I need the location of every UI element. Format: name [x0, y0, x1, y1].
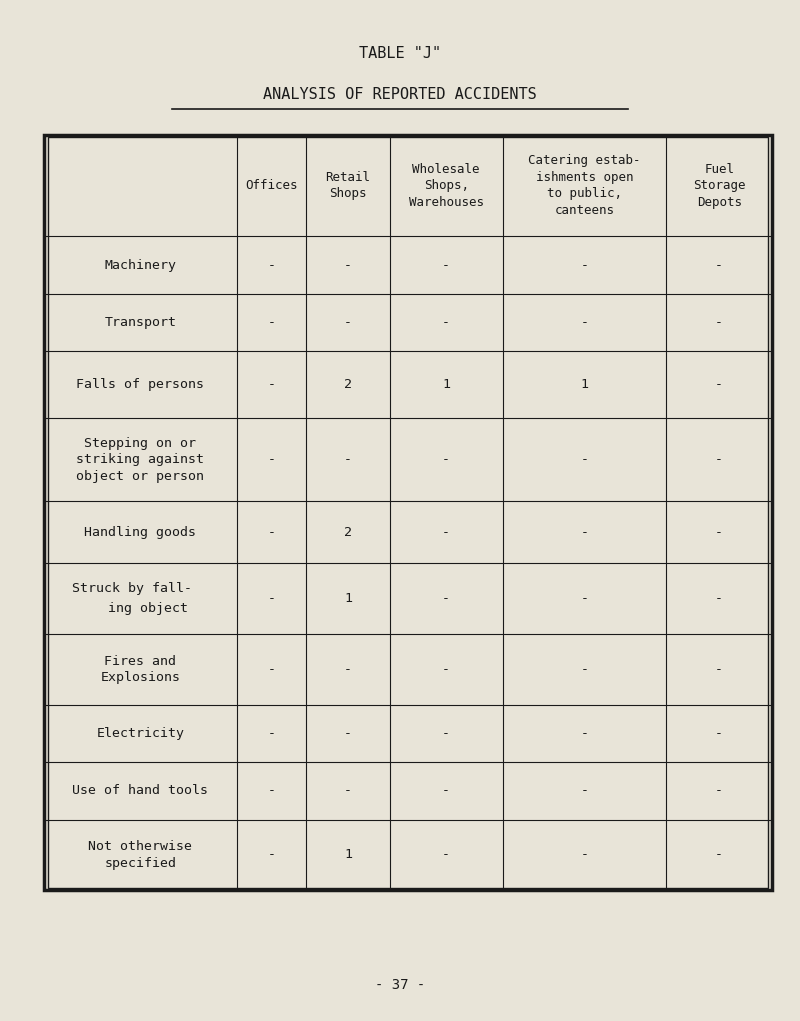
Text: -: - [581, 592, 589, 605]
Text: -: - [581, 258, 589, 272]
Text: 1: 1 [344, 592, 352, 605]
Text: -: - [267, 663, 275, 676]
Text: -: - [581, 784, 589, 797]
Text: -: - [267, 592, 275, 605]
Text: Transport: Transport [105, 317, 177, 329]
Text: -: - [581, 317, 589, 329]
Text: -: - [442, 453, 450, 466]
Text: -: - [442, 592, 450, 605]
Text: -: - [344, 258, 352, 272]
Text: Handling goods: Handling goods [85, 526, 197, 539]
Text: -: - [715, 378, 723, 391]
Text: -: - [267, 526, 275, 539]
Text: - 37 -: - 37 - [375, 978, 425, 992]
Text: -: - [715, 592, 723, 605]
Text: -: - [267, 378, 275, 391]
Text: Electricity: Electricity [97, 727, 185, 740]
Text: -: - [715, 258, 723, 272]
Text: -: - [344, 663, 352, 676]
Text: 1: 1 [344, 848, 352, 862]
Text: -: - [581, 848, 589, 862]
Text: 1: 1 [581, 378, 589, 391]
Text: -: - [581, 453, 589, 466]
Text: 2: 2 [344, 378, 352, 391]
Text: -: - [344, 727, 352, 740]
Text: -: - [715, 848, 723, 862]
Text: -: - [267, 258, 275, 272]
Text: Fuel
Storage
Depots: Fuel Storage Depots [693, 162, 746, 208]
Text: -: - [581, 526, 589, 539]
Text: Stepping on or
striking against
object or person: Stepping on or striking against object o… [77, 437, 205, 483]
Text: TABLE "J": TABLE "J" [359, 46, 441, 61]
Text: -: - [344, 317, 352, 329]
Text: 1: 1 [442, 378, 450, 391]
Text: -: - [715, 663, 723, 676]
Text: -: - [267, 784, 275, 797]
Text: Struck by fall-: Struck by fall- [73, 582, 193, 595]
Text: -: - [715, 784, 723, 797]
Text: -: - [442, 258, 450, 272]
Text: Falls of persons: Falls of persons [77, 378, 205, 391]
Text: -: - [442, 663, 450, 676]
Text: -: - [715, 727, 723, 740]
Text: -: - [581, 663, 589, 676]
Text: -: - [715, 317, 723, 329]
Text: -: - [267, 727, 275, 740]
Text: -: - [715, 453, 723, 466]
Text: Catering estab-
ishments open
to public,
canteens: Catering estab- ishments open to public,… [528, 154, 641, 216]
Text: -: - [344, 784, 352, 797]
Text: -: - [267, 453, 275, 466]
Text: ing object: ing object [109, 602, 189, 616]
Text: -: - [344, 453, 352, 466]
Text: -: - [442, 526, 450, 539]
Text: ANALYSIS OF REPORTED ACCIDENTS: ANALYSIS OF REPORTED ACCIDENTS [263, 87, 537, 102]
Text: 2: 2 [344, 526, 352, 539]
Text: Use of hand tools: Use of hand tools [73, 784, 209, 797]
Text: Fires and
Explosions: Fires and Explosions [101, 654, 181, 684]
Text: -: - [581, 727, 589, 740]
Text: Machinery: Machinery [105, 258, 177, 272]
Text: -: - [442, 317, 450, 329]
Text: -: - [442, 784, 450, 797]
Text: -: - [442, 848, 450, 862]
Text: Retail
Shops: Retail Shops [326, 171, 370, 200]
Text: -: - [267, 317, 275, 329]
Text: -: - [442, 727, 450, 740]
Text: Wholesale
Shops,
Warehouses: Wholesale Shops, Warehouses [409, 162, 484, 208]
Text: Not otherwise
specified: Not otherwise specified [89, 840, 193, 870]
Text: -: - [267, 848, 275, 862]
Text: -: - [715, 526, 723, 539]
Text: Offices: Offices [246, 179, 298, 192]
